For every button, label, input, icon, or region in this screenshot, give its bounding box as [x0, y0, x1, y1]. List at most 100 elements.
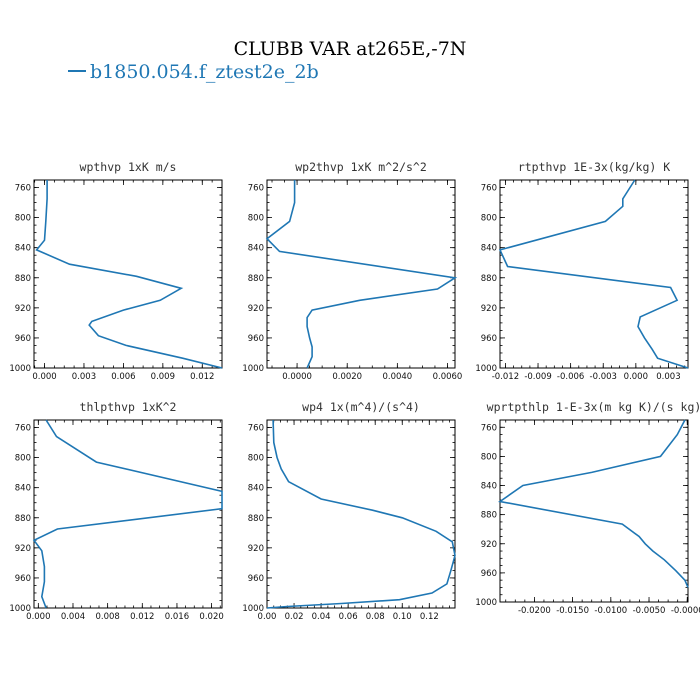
x-tick-label: 0.000: [624, 372, 648, 382]
x-tick-label: 0.020: [199, 612, 223, 622]
x-tick-label: 0.12: [420, 612, 439, 622]
y-tick-label: 960: [481, 334, 497, 344]
x-tick-label: 0.02: [285, 612, 304, 622]
x-tick-label: 0.00: [258, 612, 277, 622]
y-tick-label: 1000: [9, 364, 31, 374]
y-tick-label: 840: [15, 484, 31, 494]
subplot-4: thlpthvp 1xK^276080084088092096010000.00…: [9, 400, 223, 622]
x-tick-label: 0.0060: [433, 372, 463, 382]
x-tick-label: 0.06: [339, 612, 358, 622]
x-tick-label: -0.0050: [633, 606, 666, 616]
y-tick-label: 760: [15, 184, 31, 194]
subplot-title: wprtpthlp 1-E-3x(m kg K)/(s kg): [487, 400, 700, 414]
x-tick-label: 0.08: [366, 612, 385, 622]
x-tick-label: 0.0020: [332, 372, 362, 382]
y-tick-label: 840: [481, 244, 497, 254]
series-line: [265, 180, 458, 369]
x-tick-label: 0.004: [61, 612, 85, 622]
y-tick-label: 760: [248, 184, 264, 194]
plot-frame: [33, 419, 223, 609]
x-tick-label: 0.012: [130, 612, 154, 622]
y-tick-label: 880: [15, 514, 31, 524]
x-tick-label: 0.0000: [282, 372, 312, 382]
y-tick-label: 840: [248, 484, 264, 494]
x-tick-label: 0.009: [151, 372, 175, 382]
y-tick-label: 880: [15, 274, 31, 284]
subplot-1: wpthvp 1xK m/s76080084088092096010000.00…: [9, 160, 223, 382]
plot-frame: [499, 419, 689, 603]
y-tick-label: 1000: [242, 604, 264, 614]
subplot-title: wp4 1x(m^4)/(s^4): [302, 400, 420, 414]
y-tick-label: 800: [248, 454, 264, 464]
subplot-2: wp2thvp 1xK m^2/s^2 760 800 840 880 920 960 100…: [242, 160, 462, 382]
x-tick-label: 0.10: [393, 612, 412, 622]
x-tick-label: -0.003: [590, 372, 617, 382]
y-tick-label: 920: [248, 544, 264, 554]
subplot-title: wp2thvp 1xK m^2/s^2: [295, 160, 427, 174]
subplot-5: wp4 1x(m^4)/(s^4)76080084088092096010000…: [242, 400, 456, 622]
x-tick-label: 0.012: [190, 372, 214, 382]
x-tick-label: 0.000: [26, 612, 50, 622]
subplot-grid: wpthvp 1xK m/s76080084088092096010000.00…: [9, 160, 700, 622]
y-tick-label: 1000: [9, 604, 31, 614]
x-tick-label: -0.006: [557, 372, 584, 382]
subplot-title: rtpthvp 1E-3x(kg/kg) K: [518, 160, 670, 174]
y-tick-label: 840: [15, 244, 31, 254]
y-tick-label: 920: [481, 540, 497, 550]
y-tick-label: 800: [481, 214, 497, 224]
y-tick-label: 1000: [475, 364, 497, 374]
plot-frame: [33, 179, 223, 369]
x-tick-label: 0.006: [111, 372, 135, 382]
x-tick-label: 0.003: [72, 372, 96, 382]
plot-frame: [266, 419, 456, 609]
y-tick-label: 760: [15, 424, 31, 434]
y-tick-label: 760: [248, 424, 264, 434]
y-tick-label: 920: [481, 304, 497, 314]
x-tick-label: -0.0100: [594, 606, 627, 616]
y-tick-label: 960: [248, 574, 264, 584]
x-tick-label: 0.016: [165, 612, 189, 622]
y-tick-label: 800: [481, 452, 497, 462]
x-tick-label: 0.000: [32, 372, 56, 382]
x-tick-label: -0.0000: [671, 606, 700, 616]
y-tick-label: 960: [15, 334, 31, 344]
series-line: [32, 419, 223, 609]
subplot-title: wpthvp 1xK m/s: [80, 160, 177, 174]
subplot-6: wprtpthlp 1-E-3x(m kg K)/(s kg) 760 800 840…: [475, 400, 700, 616]
subplot-title: thlpthvp 1xK^2: [80, 400, 177, 414]
y-tick-label: 920: [15, 304, 31, 314]
y-tick-label: 760: [481, 184, 497, 194]
x-tick-label: 0.04: [312, 612, 331, 622]
subplot-3: rtpthvp 1E-3x(kg/kg) K 760 800 840 880 920 960…: [475, 160, 689, 382]
x-tick-label: -0.009: [524, 372, 551, 382]
x-tick-label: 0.008: [95, 612, 119, 622]
y-tick-label: 1000: [242, 364, 264, 374]
plot-frame: [266, 179, 456, 369]
y-tick-label: 880: [481, 274, 497, 284]
x-tick-label: 0.0040: [382, 372, 412, 382]
y-tick-label: 800: [15, 214, 31, 224]
y-tick-label: 880: [481, 511, 497, 521]
plot-frame: [499, 179, 689, 369]
series-line: [498, 179, 689, 369]
y-tick-label: 760: [481, 423, 497, 433]
y-tick-label: 800: [15, 454, 31, 464]
series-line: [35, 180, 223, 369]
figure-title: CLUBB VAR at265E,-7N: [234, 38, 467, 60]
y-tick-label: 880: [248, 514, 264, 524]
y-tick-label: 840: [248, 244, 264, 254]
y-tick-label: 920: [248, 304, 264, 314]
series-line: [497, 419, 689, 588]
series-line: [266, 419, 456, 609]
legend-label: b1850.054.f_ztest2e_2b: [90, 61, 319, 83]
x-tick-label: 0.003: [656, 372, 680, 382]
y-tick-label: 920: [15, 544, 31, 554]
y-tick-label: 960: [15, 574, 31, 584]
y-tick-label: 1000: [475, 598, 497, 608]
y-tick-label: 960: [248, 334, 264, 344]
y-tick-label: 840: [481, 482, 497, 492]
x-tick-label: -0.0200: [518, 606, 551, 616]
y-tick-label: 880: [248, 274, 264, 284]
x-tick-label: -0.0150: [556, 606, 589, 616]
